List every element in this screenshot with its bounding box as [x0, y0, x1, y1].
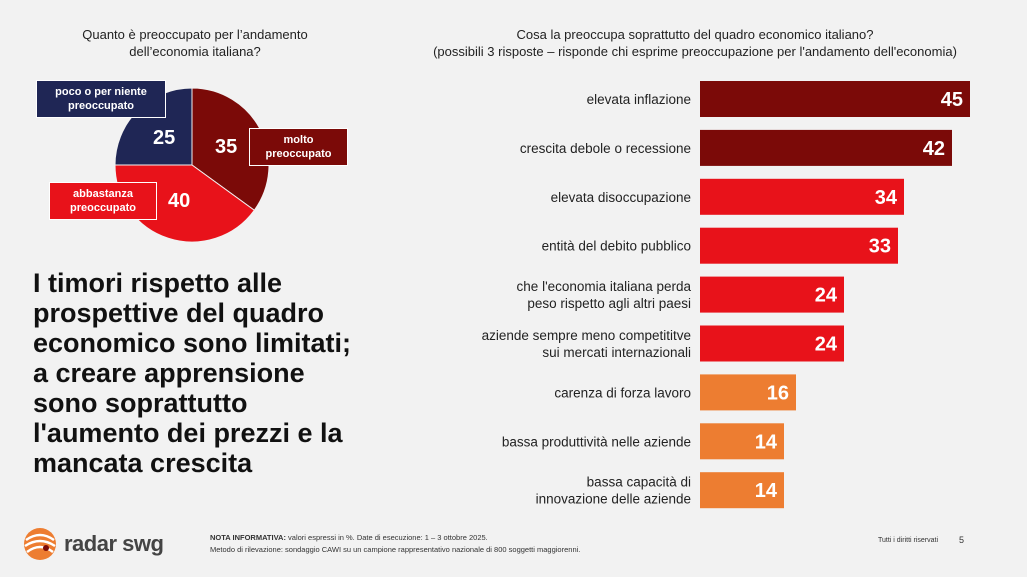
bar-label-7-0: bassa produttività nelle aziende [502, 434, 691, 449]
bar-value-3: 33 [869, 236, 891, 258]
bar-label-4-1: peso rispetto agli altri paesi [527, 296, 691, 311]
bar-3 [700, 227, 898, 264]
bar-label-4-0: che l'economia italiana perda [517, 279, 692, 294]
bar-1 [700, 129, 952, 166]
pie-chart-title: Quanto è preoccupato per l’andamento del… [50, 26, 340, 60]
bar-2 [700, 178, 904, 215]
bar-title-line1: Cosa la preoccupa soprattutto del quadro… [516, 27, 874, 42]
bar-8 [700, 472, 784, 509]
pie-value-poco: 25 [153, 127, 176, 149]
bar-value-5: 24 [815, 334, 838, 356]
logo-text: radar swg [64, 531, 164, 556]
pie-value-molto: 35 [215, 136, 238, 158]
headline-line7: mancata crescita [33, 448, 253, 478]
pie-label-molto-line2: preoccupato [265, 148, 332, 160]
bar-label-1-0: crescita debole o recessione [520, 141, 691, 156]
bar-label-8-0: bassa capacità di [587, 475, 691, 490]
bar-4 [700, 276, 844, 313]
pie-value-abbastanza: 40 [168, 190, 191, 212]
pie-label-abbastanza: abbastanza preoccupato [49, 182, 157, 220]
headline-line1: I timori rispetto alle [33, 268, 283, 298]
bar-label-2-0: elevata disoccupazione [551, 190, 691, 205]
pie-label-abbastanza-line1: abbastanza [73, 188, 133, 200]
bar-value-6: 16 [767, 382, 789, 404]
headline: I timori rispetto alle prospettive del q… [33, 268, 433, 478]
pie-label-poco-line1: poco o per niente [55, 86, 147, 98]
pie-label-poco: poco o per niente preoccupato [36, 80, 166, 118]
bar-value-7: 14 [755, 431, 778, 453]
bar-label-0-0: elevata inflazione [587, 92, 691, 107]
note-line2: Metodo di rilevazione: sondaggio CAWI su… [210, 545, 581, 554]
note-label: NOTA INFORMATIVA: [210, 533, 286, 542]
headline-line3: economico sono limitati; [33, 328, 352, 358]
bar-label-6-0: carenza di forza lavoro [554, 385, 691, 400]
bar-5 [700, 325, 844, 362]
bar-label-5-1: sui mercati internazionali [542, 345, 691, 360]
pie-title-line1: Quanto è preoccupato per l’andamento [82, 27, 308, 42]
headline-line5: sono soprattutto [33, 388, 248, 418]
bar-label-5-0: aziende sempre meno competititve [482, 328, 691, 343]
bar-value-0: 45 [941, 89, 963, 111]
bar-chart-title: Cosa la preoccupa soprattutto del quadro… [395, 26, 995, 60]
headline-line2: prospettive del quadro [33, 298, 325, 328]
pie-label-abbastanza-line2: preoccupato [69, 202, 136, 214]
headline-line6: l'aumento dei prezzi e la [33, 418, 343, 448]
bar-value-8: 14 [755, 480, 778, 502]
radar-logo-icon [24, 528, 56, 560]
note-line1: valori espressi in %. Date di esecuzione… [285, 533, 488, 542]
bar-value-1: 42 [923, 138, 945, 160]
page-number: 5 [959, 535, 965, 545]
logo: radar swg [22, 526, 164, 562]
bar-6 [700, 374, 796, 411]
bar-7 [700, 423, 784, 460]
rights-notice: Tutti i diritti riservati [878, 537, 939, 544]
bar-0 [700, 81, 970, 117]
bar-value-2: 34 [875, 187, 898, 209]
bar-label-8-1: innovazione delle aziende [536, 492, 691, 507]
footnote: NOTA INFORMATIVA: valori espressi in %. … [210, 532, 580, 556]
pie-label-molto: molto preoccupato [249, 128, 348, 166]
pie-label-molto-line1: molto [283, 134, 314, 146]
bar-label-3-0: entità del debito pubblico [542, 239, 691, 254]
pie-label-poco-line2: preoccupato [67, 100, 134, 112]
pie-title-line2: dell’economia italiana? [129, 44, 261, 59]
headline-line4: a creare apprensione [33, 358, 305, 388]
bar-value-4: 24 [815, 285, 838, 307]
bar-title-line2: (possibili 3 risposte – risponde chi esp… [433, 44, 957, 59]
